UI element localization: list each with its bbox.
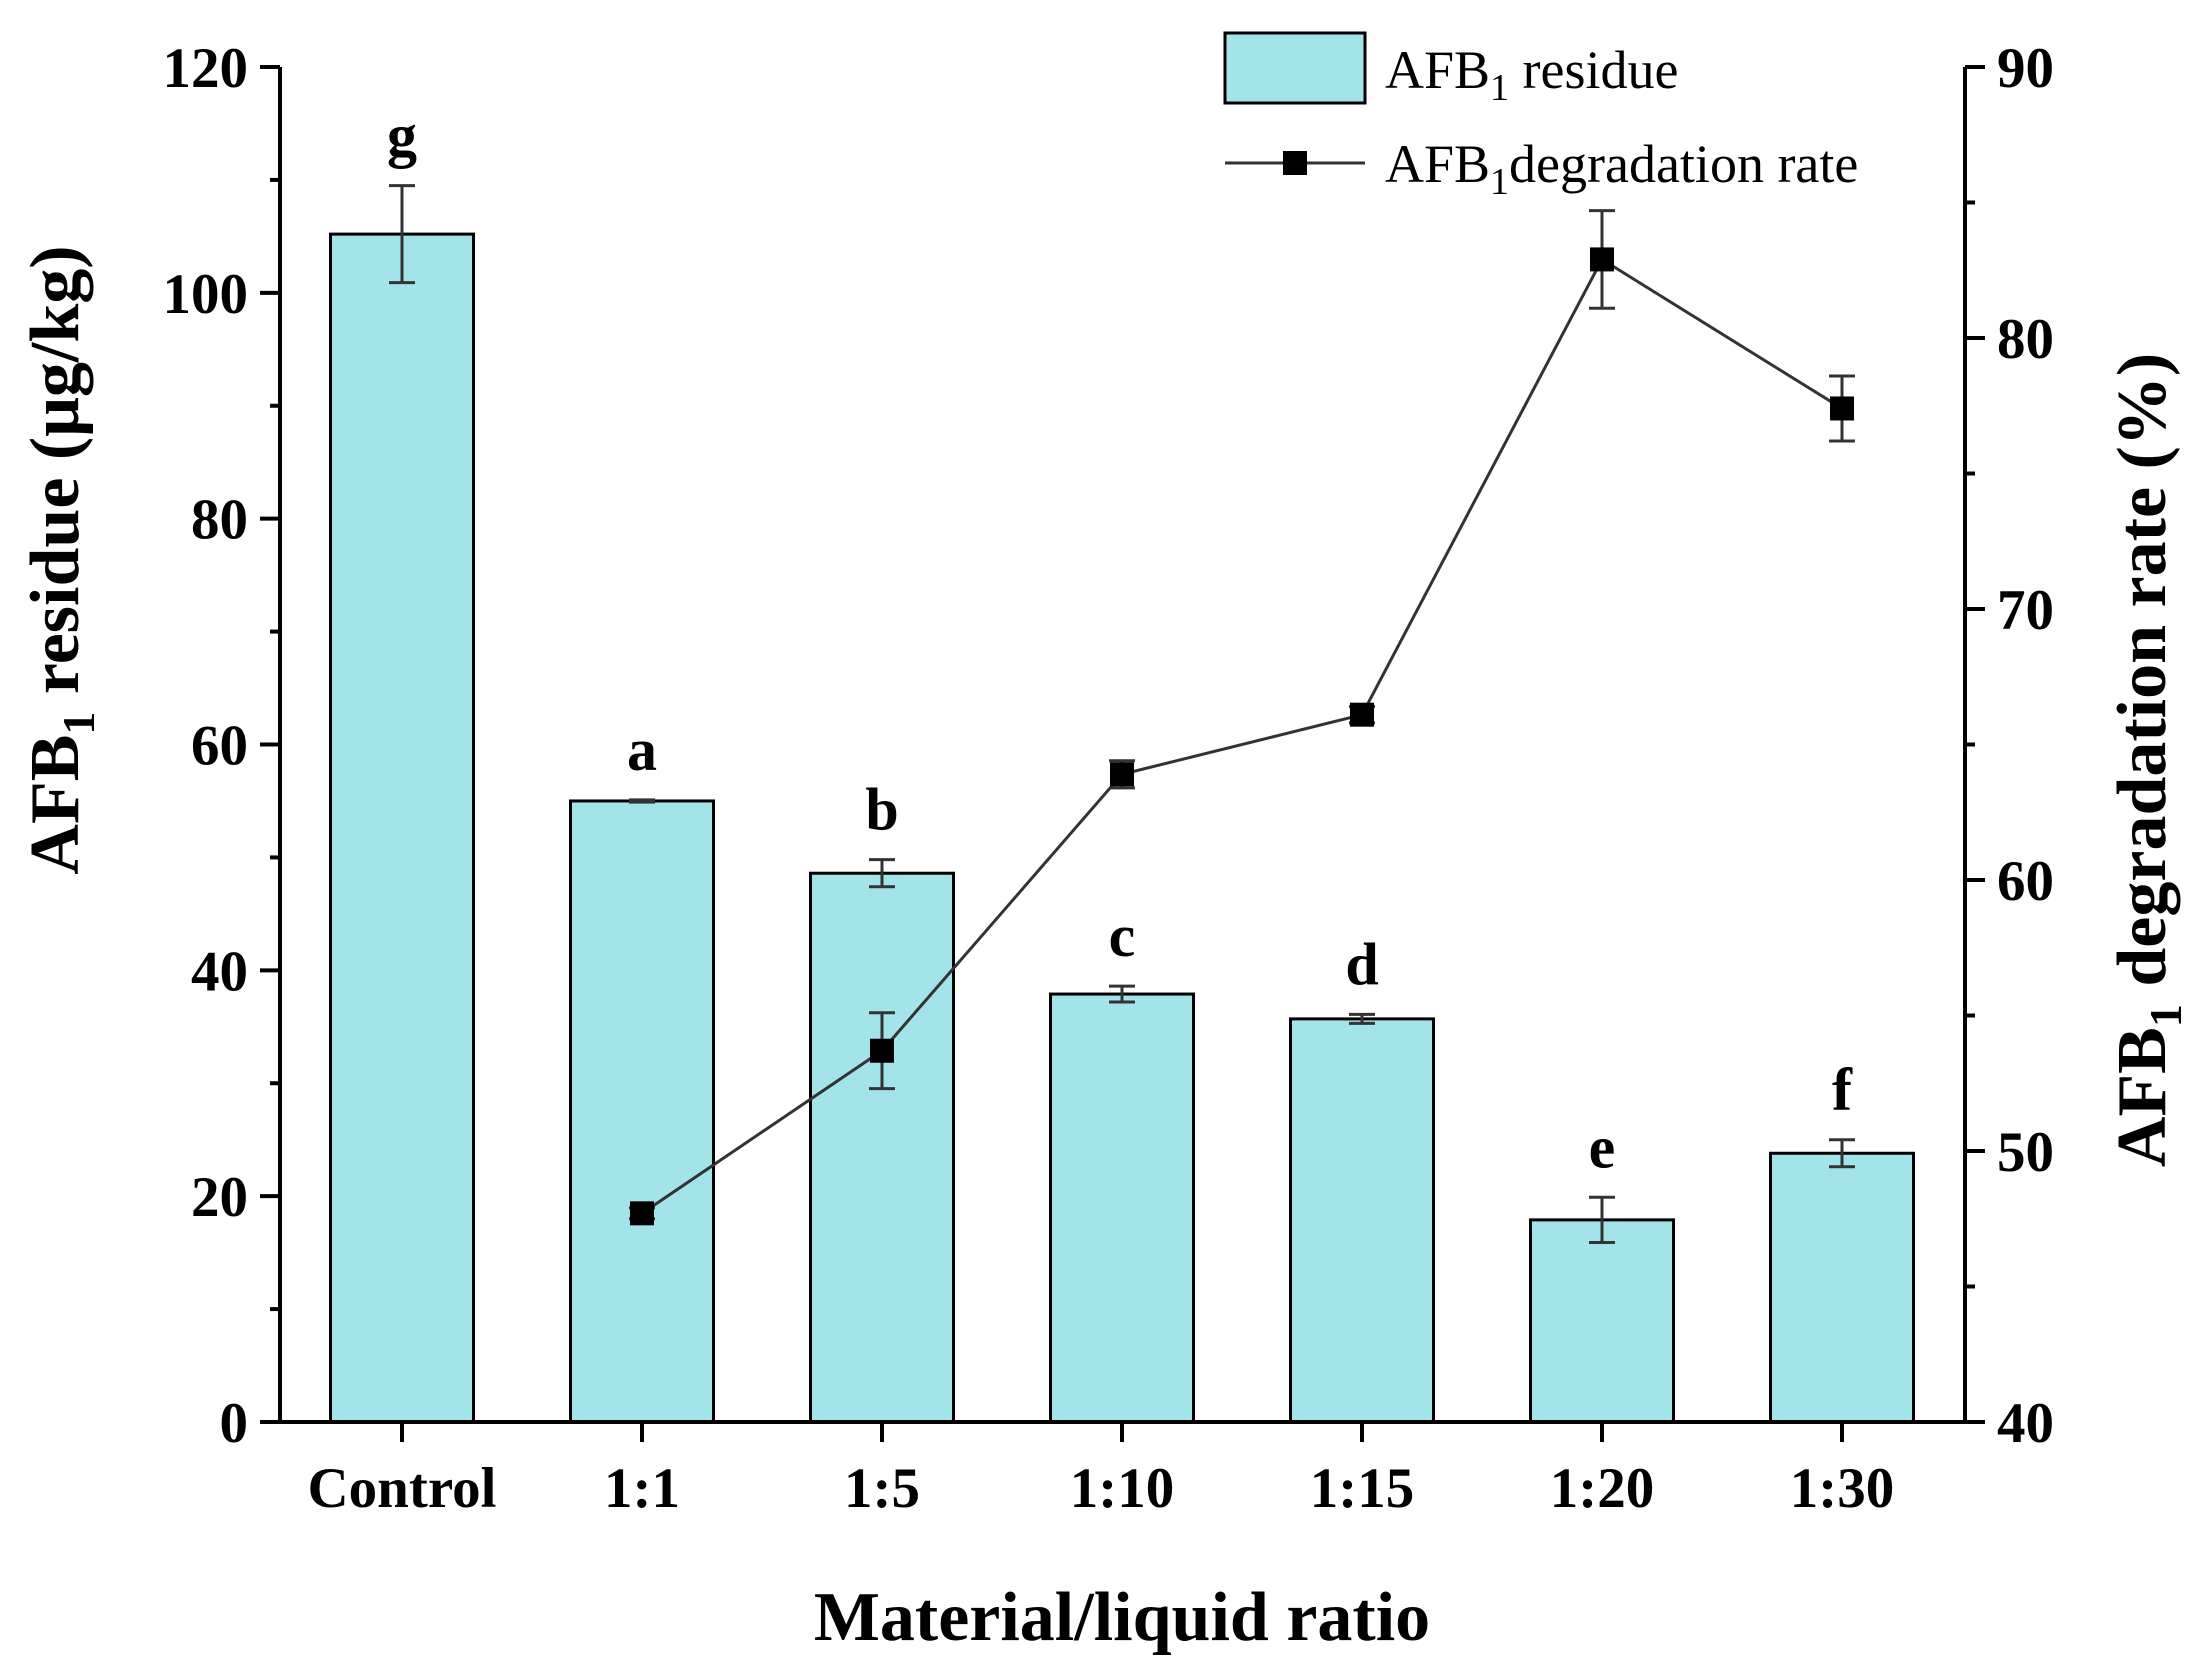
significance-label-1:30: f <box>1832 1057 1853 1123</box>
legend-bar-label-prefix: AFB <box>1385 40 1490 100</box>
y2-axis-title-prefix: AFB <box>2104 1027 2181 1167</box>
y-axis-title-sub: 1 <box>53 712 104 735</box>
rate-point-1:10 <box>1110 762 1134 787</box>
x-tick-label-1:10: 1:10 <box>1070 1457 1174 1520</box>
y2-tick-label-70: 70 <box>1997 579 2054 642</box>
rate-point-1:5 <box>870 1038 894 1063</box>
bar-1:15 <box>1289 1017 1435 1424</box>
significance-label-1:20: e <box>1589 1114 1616 1180</box>
bar-1:5 <box>809 871 955 1424</box>
y-tick-label-80: 80 <box>191 489 248 552</box>
y2-axis-title-sub: 1 <box>2140 1004 2191 1027</box>
rate-point-1:15 <box>1350 702 1374 727</box>
line-layer <box>629 209 1855 1226</box>
x-tick-label-1:20: 1:20 <box>1550 1457 1654 1520</box>
error-bars-layer <box>389 184 1855 1244</box>
legend-line-label-sub: 1 <box>1490 161 1509 203</box>
rate-point-1:1 <box>630 1201 654 1226</box>
y2-tick-label-40: 40 <box>1997 1392 2054 1455</box>
x-tick-label-1:5: 1:5 <box>844 1457 920 1520</box>
bar-1:10 <box>1049 992 1195 1424</box>
rate-point-1:30 <box>1830 396 1854 421</box>
y-axis-title-suffix: residue (μg/kg) <box>17 245 94 711</box>
significance-label-1:1: a <box>627 717 657 783</box>
y-tick-label-100: 100 <box>163 263 249 326</box>
y2-tick-label-50: 50 <box>1997 1121 2054 1184</box>
legend-line-label: AFB1degradation rate <box>1385 134 1858 203</box>
legend-bar-label: AFB1 residue <box>1385 40 1678 109</box>
y2-axis-title-suffix: degradation rate (%) <box>2104 353 2181 1004</box>
y2-tick-label-90: 90 <box>1997 37 2054 100</box>
y-tick-label-120: 120 <box>163 37 249 100</box>
axes-layer: 0 20 40 60 80 100 120 40 50 60 70 80 90 Control 1:1 1:5… <box>163 37 2055 1520</box>
y2-tick-label-60: 60 <box>1997 850 2054 913</box>
x-axis-title: Material/liquid ratio <box>814 1579 1430 1656</box>
y-tick-label-60: 60 <box>191 715 248 778</box>
degradation-rate-line <box>641 257 1843 1215</box>
significance-label-1:5: b <box>865 777 898 843</box>
significance-label-1:15: d <box>1345 931 1378 997</box>
legend-bar-swatch <box>1223 31 1367 105</box>
labels-layer: g a b c d e f <box>387 103 1853 1181</box>
bar-1:30 <box>1769 1151 1915 1424</box>
y2-tick-label-80: 80 <box>1997 308 2054 371</box>
legend: AFB1 residue AFB1degradation rate <box>1223 31 1858 203</box>
x-tick-label-1:15: 1:15 <box>1310 1457 1414 1520</box>
legend-bar-label-suffix: residue <box>1509 40 1678 100</box>
rate-point-1:20 <box>1590 247 1614 272</box>
y-tick-label-20: 20 <box>191 1166 248 1229</box>
y-tick-label-40: 40 <box>191 940 248 1003</box>
y2-axis-title: AFB1 degradation rate (%) <box>2104 353 2191 1167</box>
y-axis-title-prefix: AFB <box>17 735 94 875</box>
x-tick-label-1:30: 1:30 <box>1790 1457 1894 1520</box>
y-tick-label-0: 0 <box>220 1392 249 1455</box>
legend-line-label-suffix: degradation rate <box>1509 134 1858 194</box>
legend-line-label-prefix: AFB <box>1385 134 1490 194</box>
legend-line-marker <box>1283 151 1307 175</box>
y-axis-title: AFB1 residue (μg/kg) <box>17 245 104 874</box>
significance-label-Control: g <box>387 103 417 169</box>
bar-Control <box>329 232 475 1424</box>
significance-label-1:10: c <box>1109 903 1136 969</box>
bar-1:20 <box>1529 1218 1675 1424</box>
x-tick-label-1:1: 1:1 <box>604 1457 680 1520</box>
bar-1:1 <box>569 799 715 1424</box>
x-tick-label-Control: Control <box>308 1457 497 1520</box>
legend-bar-label-sub: 1 <box>1490 67 1509 109</box>
bars-layer <box>329 232 1915 1424</box>
